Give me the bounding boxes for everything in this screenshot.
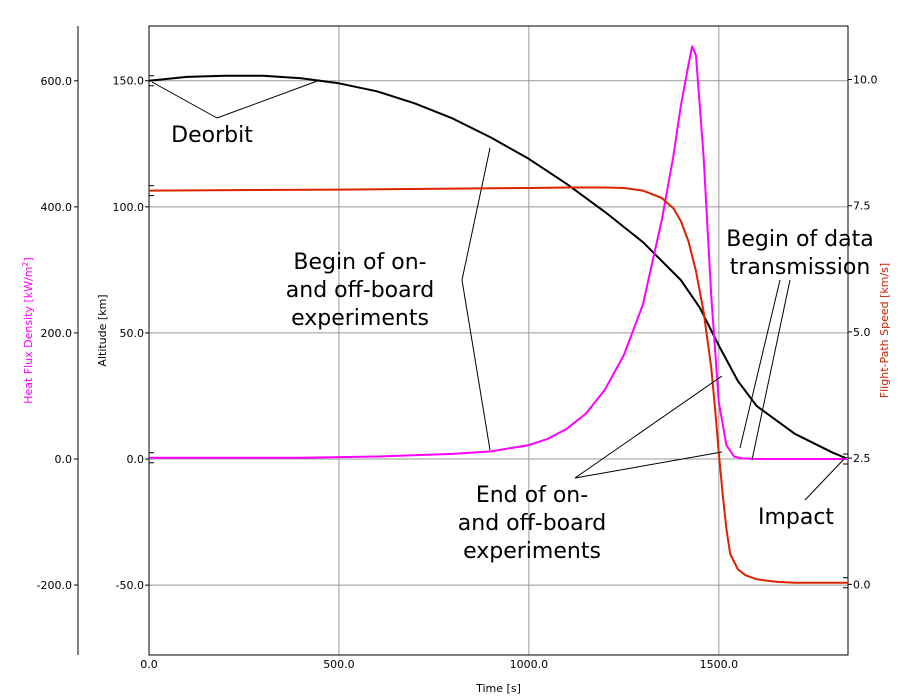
series-altitude <box>148 74 849 460</box>
annotation-leader <box>804 457 846 501</box>
annotation-line: transmission <box>730 255 871 280</box>
heat-flux-tick-label: -200.0 <box>37 579 72 592</box>
annotation-line: and off-board <box>458 511 606 536</box>
grid <box>149 26 848 655</box>
altitude-tick-label: 50.0 <box>120 327 145 340</box>
altitude-tick-label: 0.0 <box>127 453 145 466</box>
heat-flux-tick-label: 0.0 <box>55 453 73 466</box>
annotation-leader <box>151 81 218 119</box>
heat-flux-title-main: Heat Flux Density [kW/m <box>22 267 35 404</box>
plot-frame <box>148 25 849 656</box>
altitude-tick-label: 100.0 <box>113 201 145 214</box>
annotation-end-experiments: End of on-and off-board experiments <box>458 483 606 564</box>
annotation-line: and off-board <box>286 278 434 303</box>
annotation-deorbit: Deorbit <box>171 123 253 148</box>
heat-flux-title-end: ] <box>22 257 35 261</box>
annotation-impact: Impact <box>758 505 834 530</box>
annotation-line: Begin of data <box>726 227 873 252</box>
speed-tick-label: 2.5 <box>853 452 871 465</box>
annotation-line: Deorbit <box>171 123 253 148</box>
axes <box>74 25 852 656</box>
annotation-leaders <box>151 79 846 501</box>
x-tick-label: 0.0 <box>140 658 158 671</box>
annotation-leader <box>216 79 321 119</box>
annotation-leader <box>574 451 723 479</box>
x-tick-label: 1000.0 <box>510 658 549 671</box>
x-axis-title: Time [s] <box>475 682 521 695</box>
annotations: Deorbit Begin of on-and off-board experime… <box>171 123 874 564</box>
series <box>148 45 849 584</box>
heat-flux-title-superscript: 2 <box>21 261 30 266</box>
heat-flux-axis-title: Heat Flux Density [kW/m2] <box>21 257 36 404</box>
series-heat-flux-density <box>149 45 848 460</box>
annotation-begin-experiments: Begin of on-and off-board experiments <box>286 250 434 331</box>
annotation-leader <box>574 375 723 479</box>
axis-titles: Time [s] Altitude [km] Heat Flux Density [… <box>21 257 892 695</box>
annotation-leader <box>461 147 491 281</box>
altitude-axis-title: Altitude [km] <box>96 294 109 366</box>
speed-tick-label: 10.0 <box>853 74 878 87</box>
annotation-leader <box>461 279 491 451</box>
heat-flux-tick-label: 400.0 <box>41 201 73 214</box>
series-flight-path-speed <box>148 186 848 584</box>
annotation-leader <box>751 279 791 461</box>
altitude-tick-label: 150.0 <box>113 75 145 88</box>
ticks: 0.0 500.0 1000.0 1500.0 -200.0 0.0 200.0 400.0 6… <box>37 74 878 671</box>
speed-tick-label: 0.0 <box>853 578 871 591</box>
x-tick-label: 500.0 <box>323 658 355 671</box>
heat-flux-tick-label: 200.0 <box>41 327 73 340</box>
x-tick-label: 1500.0 <box>700 658 739 671</box>
annotation-line: experiments <box>291 306 429 331</box>
speed-tick-label: 7.5 <box>853 200 871 213</box>
annotation-line: experiments <box>463 539 601 564</box>
annotation-begin-data-transmission: Begin of data transmission <box>726 227 873 280</box>
annotation-leader <box>739 279 781 449</box>
annotation-line: Begin of on- <box>293 250 426 275</box>
speed-tick-label: 5.0 <box>853 326 871 339</box>
annotation-line: End of on- <box>476 483 588 508</box>
speed-axis-title: Flight-Path Speed [km/s] <box>878 263 891 398</box>
series-start-marker <box>148 75 154 87</box>
heat-flux-tick-label: 600.0 <box>41 75 73 88</box>
altitude-tick-label: -50.0 <box>116 579 144 592</box>
annotation-line: Impact <box>758 505 834 530</box>
